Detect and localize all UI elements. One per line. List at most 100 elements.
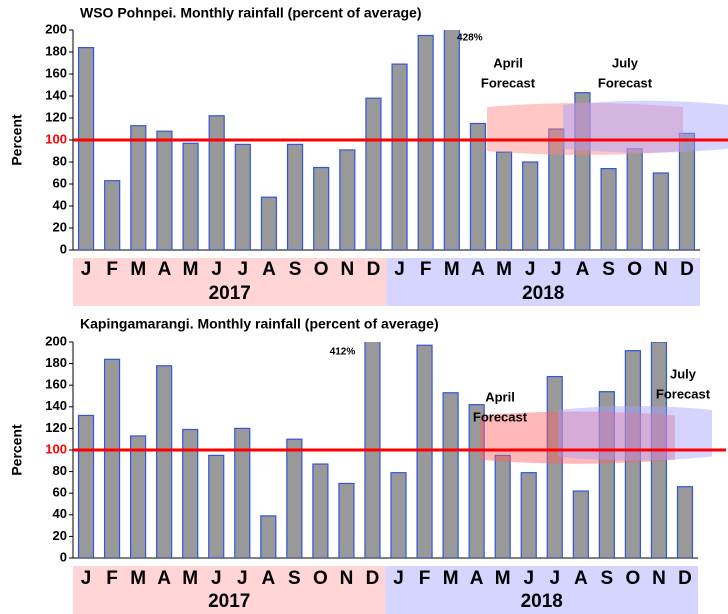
chart-title: Kapingamarangi. Monthly rainfall (percen… [80, 316, 439, 332]
y-tick-label: 80 [53, 463, 67, 478]
bar [598, 391, 615, 558]
y-tick-label: 120 [45, 420, 67, 435]
x-tick-label: J [238, 259, 249, 280]
y-tick-label: 200 [45, 21, 67, 36]
x-tick-label: J [523, 568, 534, 589]
x-tick-label: S [288, 568, 301, 589]
x-tick-label: A [471, 259, 485, 280]
y-tick-label: 40 [53, 197, 67, 212]
bar [208, 115, 225, 250]
x-tick-label: J [211, 259, 222, 280]
bar [600, 168, 617, 250]
year-band [73, 566, 386, 614]
forecast-label: Forecast [473, 409, 528, 424]
bar [390, 472, 407, 558]
x-tick-label: N [340, 568, 354, 589]
x-tick-label: D [367, 259, 381, 280]
forecast-label: Forecast [481, 75, 536, 90]
x-tick-label: F [419, 568, 431, 589]
x-tick-label: N [652, 568, 666, 589]
x-tick-label: D [366, 568, 380, 589]
year-label: 2017 [209, 283, 251, 304]
year-label: 2018 [522, 283, 564, 304]
x-tick-label: A [261, 568, 275, 589]
bar [520, 472, 537, 558]
bar [652, 172, 669, 250]
y-tick-label: 60 [53, 485, 67, 500]
x-tick-label: J [81, 568, 92, 589]
x-tick-label: D [678, 568, 692, 589]
value-label: 412% [330, 347, 356, 358]
bars [77, 30, 696, 250]
forecast-label: July [612, 55, 639, 70]
bar [574, 92, 591, 250]
forecast-band [563, 100, 728, 153]
bar [77, 414, 95, 558]
x-tick-label: F [106, 259, 118, 280]
x-tick-label: J [525, 259, 536, 280]
forecast-label: April [485, 389, 515, 404]
forecast-label: July [670, 366, 697, 381]
bar [338, 482, 355, 558]
year-label: 2017 [208, 591, 250, 612]
x-tick-label: S [602, 259, 615, 280]
year-label: 2018 [521, 591, 563, 612]
bar [182, 428, 199, 558]
bar [468, 404, 485, 558]
bar [339, 149, 356, 250]
y-tick-label: 180 [45, 43, 67, 58]
year-band [386, 258, 700, 306]
x-tick-label: J [237, 568, 248, 589]
year-band [73, 258, 387, 306]
y-axis-label: Percent [9, 424, 25, 476]
bar [234, 143, 251, 250]
x-tick-label: N [340, 259, 354, 280]
x-tick-label: A [470, 568, 484, 589]
x-tick-label: M [130, 259, 146, 280]
x-tick-label: J [393, 568, 404, 589]
y-tick-label: 100 [45, 441, 67, 456]
bar [391, 63, 408, 250]
x-tick-label: M [130, 568, 146, 589]
x-tick-label: N [654, 259, 668, 280]
year-band [385, 566, 698, 614]
x-tick-label: O [313, 568, 328, 589]
x-tick-label: A [576, 259, 590, 280]
y-tick-label: 0 [60, 241, 67, 256]
bar [313, 166, 330, 250]
x-tick-label: J [81, 259, 92, 280]
x-tick-label: M [443, 568, 459, 589]
y-tick-label: 140 [45, 87, 67, 102]
y-tick-label: 20 [53, 528, 67, 543]
bar [104, 180, 121, 250]
x-tick-label: F [420, 259, 432, 280]
x-tick-label: D [680, 259, 694, 280]
y-tick-label: 60 [53, 175, 67, 190]
bar [77, 46, 95, 250]
x-tick-label: A [262, 259, 276, 280]
y-tick-label: 0 [60, 549, 67, 564]
y-tick-label: 160 [45, 65, 67, 80]
bars [77, 342, 694, 558]
x-tick-label: M [182, 568, 198, 589]
y-tick-label: 200 [45, 333, 67, 348]
x-tick-label: M [183, 259, 199, 280]
y-tick-label: 40 [53, 506, 67, 521]
x-tick-label: M [444, 259, 460, 280]
bar [522, 161, 539, 250]
x-tick-label: A [157, 568, 171, 589]
bar [442, 392, 459, 558]
bar [676, 486, 694, 558]
bar [494, 454, 511, 558]
x-tick-label: O [627, 259, 642, 280]
y-tick-label: 140 [45, 398, 67, 413]
bar [546, 375, 563, 558]
forecast-label: Forecast [598, 75, 653, 90]
bar [286, 438, 303, 558]
x-tick-label: M [496, 259, 512, 280]
bar [626, 148, 643, 250]
bar [312, 463, 329, 558]
bar [572, 490, 589, 558]
bar [103, 358, 121, 558]
forecast-band [487, 103, 683, 155]
